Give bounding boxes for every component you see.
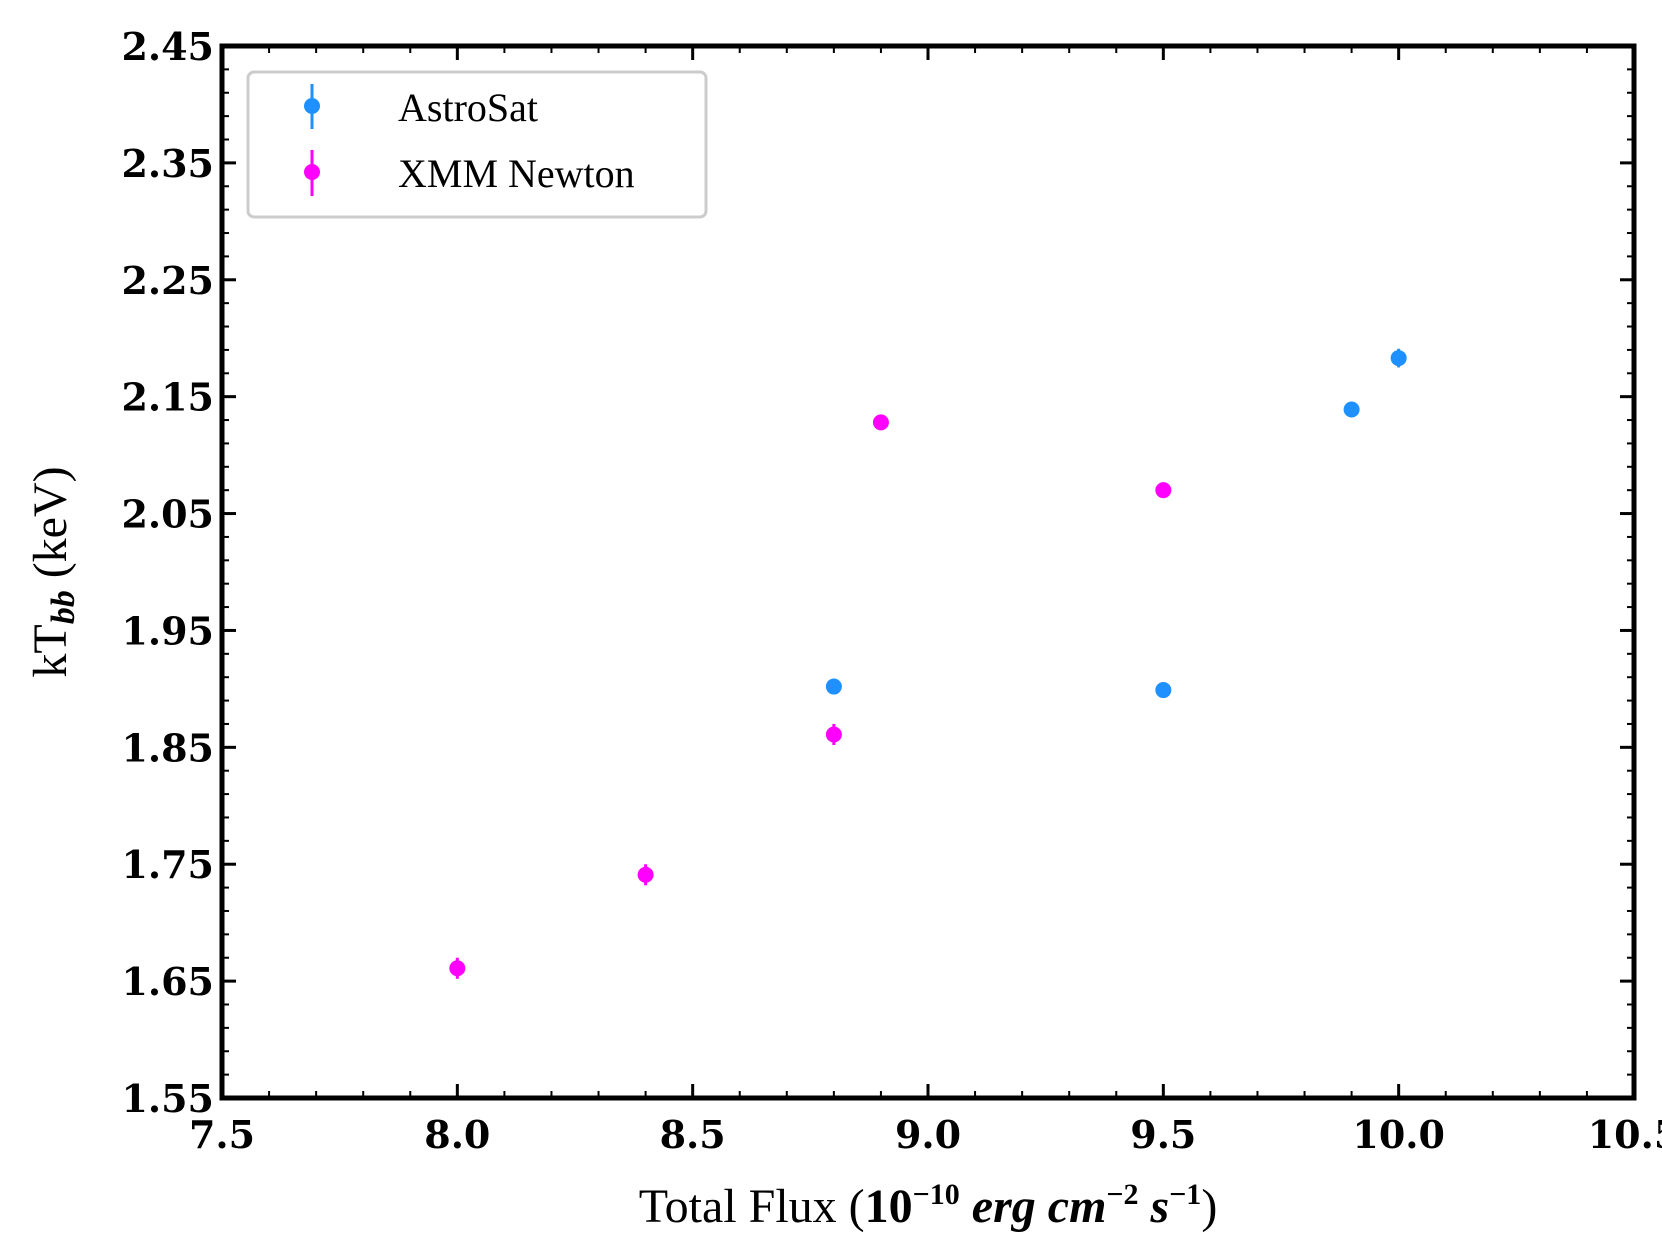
x-tick-label: 7.5 [189, 1112, 255, 1157]
data-point-xmm-newton [1155, 482, 1172, 499]
legend-label-xmm-newton: XMM Newton [398, 151, 635, 196]
y-tick-label: 2.25 [121, 258, 214, 303]
x-tick-label: 8.0 [424, 1112, 490, 1157]
x-tick-label: 10.0 [1352, 1112, 1445, 1157]
y-axis-label: kTbb (keV) [24, 466, 82, 677]
y-tick-label: 1.75 [121, 842, 214, 887]
x-tick-label: 9.0 [895, 1112, 961, 1157]
data-point-xmm-newton [825, 726, 842, 743]
data-points [449, 348, 1407, 979]
data-point-astrosat [825, 678, 842, 695]
legend-box [246, 70, 708, 219]
data-point-astrosat [1390, 350, 1407, 367]
data-point-astrosat [1343, 401, 1360, 418]
legend: AstroSat XMM Newton [246, 70, 708, 219]
y-tick-label: 2.35 [121, 141, 214, 186]
x-tick-label: 8.5 [660, 1112, 726, 1157]
x-tick-label: 10.5 [1588, 1112, 1662, 1157]
x-axis-label: Total Flux (10−10 erg cm−2 s−1) [639, 1178, 1218, 1233]
data-point-astrosat [1155, 682, 1172, 699]
legend-label-astrosat: AstroSat [398, 85, 538, 130]
plot-frame [219, 43, 1637, 1101]
x-tick-label: 9.5 [1130, 1112, 1196, 1157]
legend-marker-astrosat [304, 84, 320, 129]
y-tick-label: 2.15 [121, 375, 214, 420]
data-point-xmm-newton [449, 960, 466, 977]
y-tick-label: 1.95 [121, 608, 214, 653]
data-point-xmm-newton [637, 866, 654, 883]
data-point-xmm-newton [872, 414, 889, 431]
y-tick-label: 1.65 [121, 959, 214, 1004]
y-tick-label: 2.05 [121, 492, 214, 537]
y-tick-label: 1.85 [121, 725, 214, 770]
tick-labels: 7.5 8.0 8.5 9.0 9.5 10.0 10.5 1.55 1.65 1.75 1.85 1… [121, 24, 1662, 1157]
y-tick-label: 1.55 [121, 1076, 214, 1121]
legend-marker-xmm-newton [304, 150, 320, 196]
y-tick-label: 2.45 [121, 24, 214, 69]
